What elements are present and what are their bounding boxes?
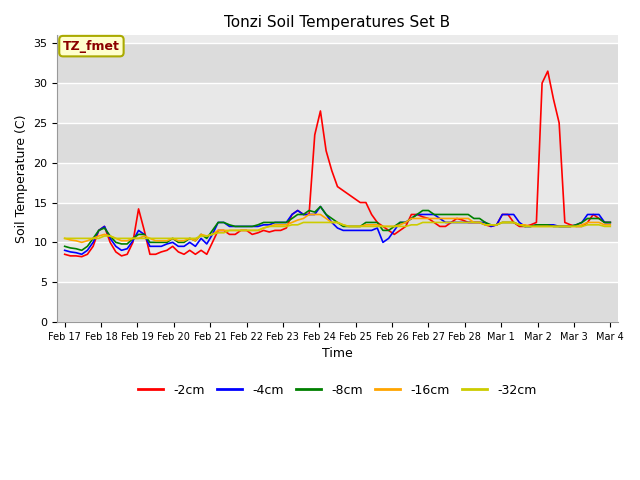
-4cm xyxy=(106,236,114,241)
-8cm xyxy=(385,228,392,233)
-32cm xyxy=(78,236,86,241)
-2cm xyxy=(84,252,92,257)
-2cm xyxy=(106,240,114,245)
-16cm xyxy=(385,224,392,229)
Line: -16cm: -16cm xyxy=(65,215,611,242)
-8cm xyxy=(607,219,614,225)
-4cm xyxy=(317,204,324,209)
-4cm xyxy=(84,247,92,253)
-4cm xyxy=(493,222,500,228)
-2cm xyxy=(78,254,86,260)
-8cm xyxy=(84,243,92,249)
-16cm xyxy=(493,222,500,228)
-2cm xyxy=(544,68,552,74)
-32cm xyxy=(300,219,307,225)
-8cm xyxy=(61,243,68,249)
Line: -4cm: -4cm xyxy=(65,206,611,254)
-32cm xyxy=(379,224,387,229)
-4cm xyxy=(345,228,353,233)
-4cm xyxy=(78,252,86,257)
-8cm xyxy=(78,247,86,253)
-16cm xyxy=(345,224,353,229)
-16cm xyxy=(84,238,92,244)
Legend: -2cm, -4cm, -8cm, -16cm, -32cm: -2cm, -4cm, -8cm, -16cm, -32cm xyxy=(133,379,541,402)
-16cm xyxy=(305,212,313,217)
-2cm xyxy=(339,188,347,193)
Text: TZ_fmet: TZ_fmet xyxy=(63,40,120,53)
Bar xyxy=(58,242,618,282)
-32cm xyxy=(339,222,347,228)
-2cm xyxy=(61,252,68,257)
-16cm xyxy=(607,222,614,228)
-4cm xyxy=(607,219,614,225)
-4cm xyxy=(385,236,392,241)
-16cm xyxy=(61,236,68,241)
Bar xyxy=(58,203,618,242)
-32cm xyxy=(607,224,614,229)
Bar xyxy=(58,123,618,163)
-8cm xyxy=(317,204,324,209)
Line: -32cm: -32cm xyxy=(65,222,611,239)
-32cm xyxy=(61,236,68,241)
X-axis label: Time: Time xyxy=(322,347,353,360)
-16cm xyxy=(78,240,86,245)
Y-axis label: Soil Temperature (C): Soil Temperature (C) xyxy=(15,114,28,243)
-32cm xyxy=(100,233,108,239)
-16cm xyxy=(106,233,114,239)
Bar xyxy=(58,282,618,322)
-8cm xyxy=(209,228,216,233)
Line: -2cm: -2cm xyxy=(65,71,611,257)
Title: Tonzi Soil Temperatures Set B: Tonzi Soil Temperatures Set B xyxy=(225,15,451,30)
-8cm xyxy=(345,224,353,229)
-2cm xyxy=(487,224,495,229)
-4cm xyxy=(61,247,68,253)
-4cm xyxy=(209,231,216,237)
Bar xyxy=(58,163,618,203)
-8cm xyxy=(493,222,500,228)
-32cm xyxy=(203,233,211,239)
-2cm xyxy=(379,224,387,229)
Line: -8cm: -8cm xyxy=(65,206,611,250)
Bar xyxy=(58,83,618,123)
Bar xyxy=(58,43,618,83)
-8cm xyxy=(106,233,114,239)
-2cm xyxy=(607,219,614,225)
-32cm xyxy=(487,222,495,228)
-2cm xyxy=(209,240,216,245)
-16cm xyxy=(209,231,216,237)
